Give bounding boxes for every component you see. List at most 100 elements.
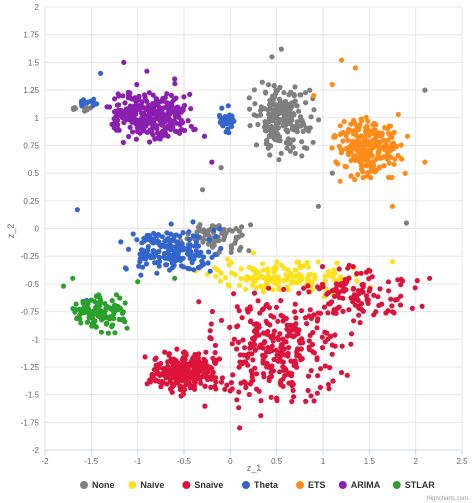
data-point[interactable] (308, 114, 314, 120)
data-point[interactable] (218, 317, 225, 323)
data-point[interactable] (260, 345, 266, 351)
data-point[interactable] (300, 128, 306, 134)
data-point[interactable] (350, 298, 356, 305)
data-point[interactable] (277, 84, 283, 90)
data-point[interactable] (350, 264, 356, 270)
data-point[interactable] (236, 364, 242, 370)
data-point[interactable] (133, 110, 139, 116)
data-point[interactable] (73, 307, 79, 313)
data-point[interactable] (197, 222, 203, 228)
data-point[interactable] (365, 118, 371, 124)
data-point[interactable] (205, 227, 211, 234)
data-point[interactable] (332, 134, 338, 140)
data-point[interactable] (282, 373, 288, 379)
data-point[interactable] (160, 114, 166, 120)
data-point[interactable] (333, 281, 339, 287)
data-point[interactable] (153, 355, 159, 361)
data-point[interactable] (296, 272, 303, 278)
data-point[interactable] (302, 90, 308, 96)
data-point[interactable] (285, 137, 291, 143)
data-point[interactable] (206, 237, 212, 243)
legend-item-snaive[interactable]: Snaive (182, 480, 223, 490)
data-point[interactable] (134, 81, 140, 88)
data-point[interactable] (126, 133, 132, 140)
data-point[interactable] (294, 349, 300, 355)
data-point[interactable] (248, 222, 254, 228)
data-point[interactable] (305, 373, 312, 379)
data-point[interactable] (188, 248, 194, 254)
data-point[interactable] (238, 380, 244, 386)
data-point[interactable] (161, 98, 167, 104)
data-point[interactable] (164, 114, 170, 120)
data-point[interactable] (296, 108, 302, 114)
data-point[interactable] (126, 92, 132, 98)
data-point[interactable] (187, 242, 193, 248)
data-point[interactable] (212, 350, 218, 356)
data-point[interactable] (342, 163, 348, 169)
data-point[interactable] (149, 111, 156, 117)
data-point[interactable] (379, 132, 385, 138)
data-point[interactable] (387, 154, 394, 160)
legend-item-ets[interactable]: ETS (296, 480, 326, 490)
data-point[interactable] (391, 129, 397, 136)
data-point[interactable] (209, 308, 215, 315)
data-point[interactable] (204, 363, 211, 369)
data-point[interactable] (268, 394, 274, 400)
data-point[interactable] (356, 305, 362, 311)
data-point[interactable] (247, 123, 253, 129)
data-point[interactable] (113, 127, 120, 133)
data-point[interactable] (88, 98, 94, 104)
data-point[interactable] (271, 328, 277, 334)
data-point[interactable] (349, 146, 355, 152)
data-point[interactable] (312, 276, 318, 282)
data-point[interactable] (255, 121, 261, 128)
data-point[interactable] (109, 297, 115, 304)
data-point[interactable] (348, 142, 354, 148)
data-point[interactable] (176, 114, 182, 120)
data-point[interactable] (186, 236, 193, 243)
data-point[interactable] (153, 112, 159, 118)
data-point[interactable] (299, 117, 305, 123)
data-point[interactable] (256, 332, 262, 338)
data-point[interactable] (386, 160, 392, 166)
data-point[interactable] (264, 331, 270, 337)
data-point[interactable] (231, 336, 237, 342)
data-point[interactable] (80, 306, 86, 312)
data-point[interactable] (259, 307, 265, 313)
data-point[interactable] (329, 145, 335, 151)
data-point[interactable] (179, 368, 185, 374)
data-point[interactable] (236, 405, 242, 411)
data-point[interactable] (233, 237, 239, 243)
data-point[interactable] (140, 255, 146, 261)
data-point[interactable] (280, 117, 286, 123)
data-point[interactable] (246, 95, 252, 101)
data-point[interactable] (192, 126, 198, 132)
data-point[interactable] (228, 380, 234, 386)
data-point[interactable] (192, 376, 198, 382)
data-point[interactable] (161, 254, 167, 260)
data-point[interactable] (273, 347, 279, 353)
data-point[interactable] (189, 253, 195, 259)
data-point[interactable] (159, 234, 165, 240)
data-point[interactable] (381, 143, 388, 149)
data-point[interactable] (155, 232, 162, 238)
data-point[interactable] (385, 137, 391, 143)
data-point[interactable] (252, 365, 258, 371)
data-point[interactable] (181, 349, 188, 355)
data-point[interactable] (263, 122, 269, 128)
data-point[interactable] (78, 100, 85, 107)
data-point[interactable] (371, 292, 377, 298)
data-point[interactable] (291, 99, 297, 105)
data-point[interactable] (329, 170, 335, 176)
data-point[interactable] (289, 371, 295, 377)
data-point[interactable] (78, 320, 84, 326)
data-point[interactable] (274, 279, 280, 285)
data-point[interactable] (307, 307, 313, 313)
data-point[interactable] (190, 356, 196, 362)
data-point[interactable] (269, 98, 275, 104)
data-point[interactable] (151, 104, 157, 111)
data-point[interactable] (286, 110, 293, 117)
data-point[interactable] (213, 234, 219, 240)
data-point[interactable] (269, 343, 275, 349)
data-point[interactable] (202, 403, 208, 409)
